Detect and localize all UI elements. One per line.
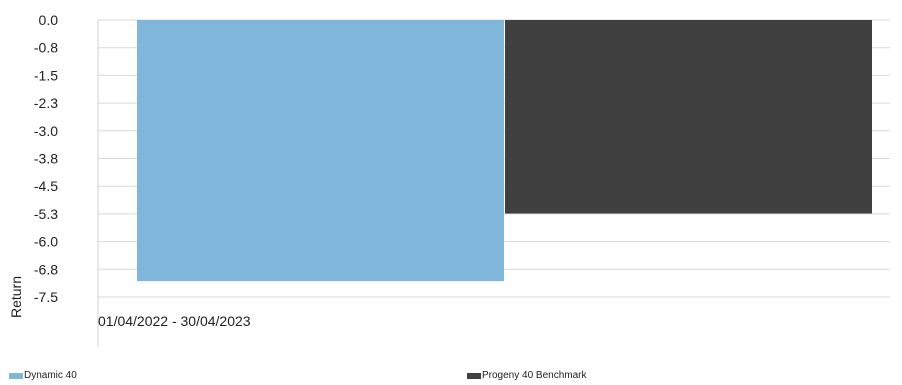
bar-dynamic-40 [137, 20, 504, 282]
y-tick-label: -6.8 [34, 261, 58, 277]
legend: Dynamic 40 Progeny 40 Benchmark [0, 370, 902, 385]
legend-swatch-progeny-40-benchmark [467, 372, 481, 379]
y-tick-label: -1.5 [34, 67, 58, 83]
y-tick-label: -3.0 [34, 123, 58, 139]
y-tick-label: -4.5 [34, 178, 58, 194]
y-axis-title: Return [8, 276, 24, 318]
legend-item-dynamic-40: Dynamic 40 [9, 370, 77, 381]
y-tick-label: -3.8 [34, 151, 58, 167]
y-tick-label: 0.0 [39, 12, 59, 28]
legend-item-progeny-40-benchmark: Progeny 40 Benchmark [467, 370, 587, 381]
bars [137, 20, 872, 282]
legend-label-progeny-40-benchmark: Progeny 40 Benchmark [482, 370, 587, 381]
y-tick-label: -5.3 [34, 206, 58, 222]
y-tick-label: -7.5 [34, 289, 58, 305]
y-tick-label: -6.0 [34, 234, 58, 250]
y-tick-label: -0.8 [34, 40, 58, 56]
x-category-label: 01/04/2022 - 30/04/2023 [98, 313, 251, 329]
legend-label-dynamic-40: Dynamic 40 [24, 370, 77, 381]
legend-swatch-dynamic-40 [9, 372, 23, 379]
y-tick-labels: 0.0 -0.8 -1.5 -2.3 -3.0 -3.8 -4.5 -5.3 -6.0 -6.8 -… [34, 12, 58, 305]
y-tick-label: -2.3 [34, 95, 58, 111]
bar-progeny-40-benchmark [505, 20, 872, 214]
